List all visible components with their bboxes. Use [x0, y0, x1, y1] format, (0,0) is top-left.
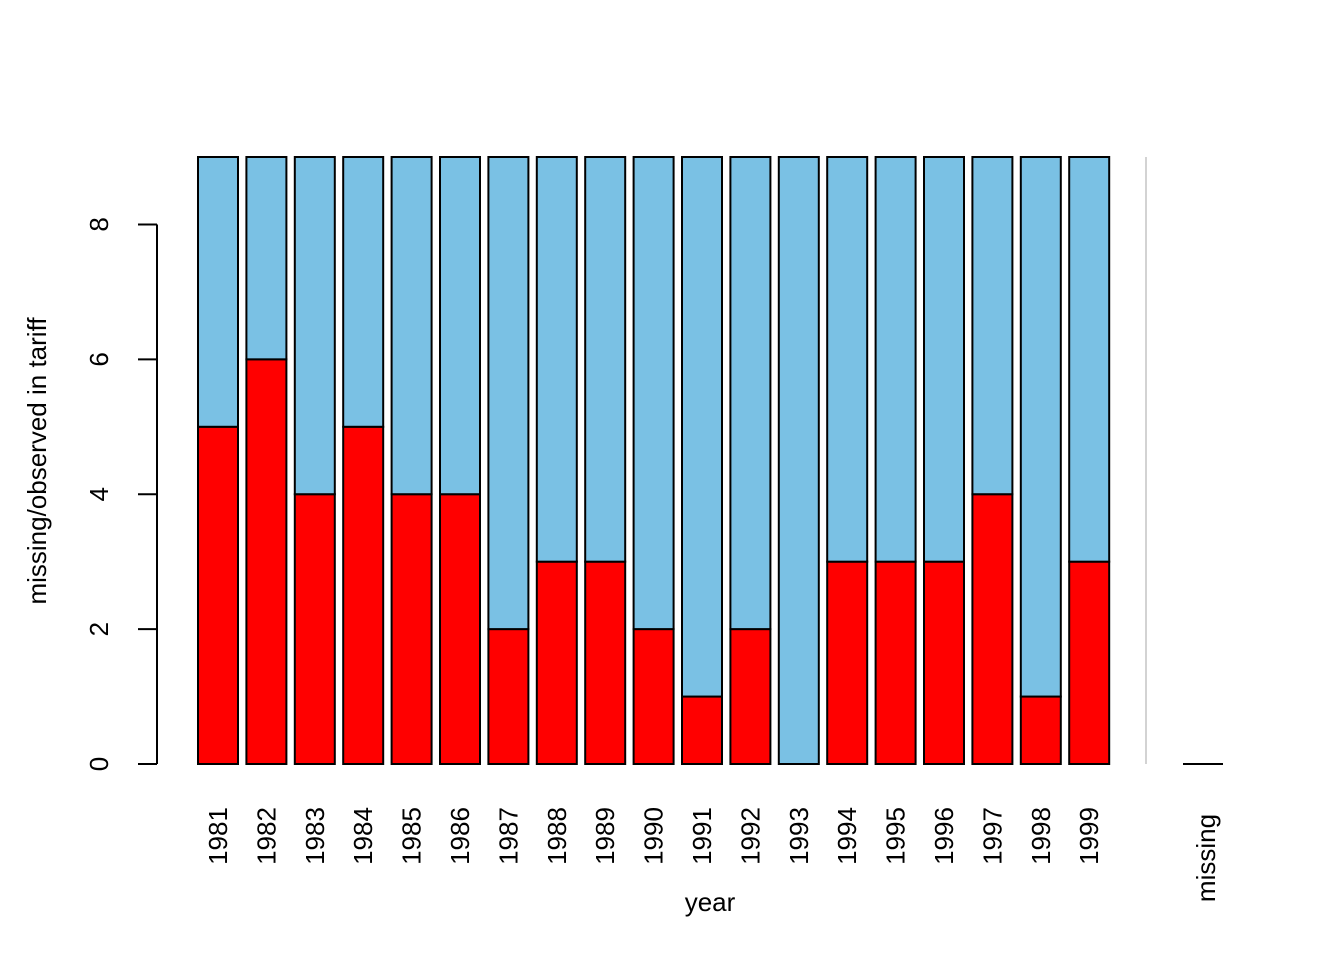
- bar-missing-1990: [632, 628, 675, 765]
- x-tick-label-1986: 1986: [445, 807, 475, 865]
- bar-missing-1987: [487, 628, 530, 765]
- bar-missing-1989: [584, 560, 627, 766]
- bar-missing-1986: [439, 493, 481, 765]
- bar-missing-1981: [197, 425, 239, 765]
- bar-missing-1998: [1019, 695, 1062, 765]
- y-tick-label-6: 6: [84, 352, 114, 366]
- x-tick-label-1984: 1984: [348, 807, 378, 865]
- bar-observed-1993: [777, 156, 820, 765]
- bar-observed-1990: [632, 156, 675, 631]
- bar-missing-1985: [390, 493, 433, 765]
- x-tick-label-1988: 1988: [542, 807, 572, 865]
- y-tick-label-4: 4: [84, 487, 114, 501]
- x-tick-label-1994: 1994: [832, 807, 862, 865]
- bar-missing-1995: [874, 560, 917, 766]
- bar-observed-1983: [293, 156, 336, 496]
- bar-observed-1986: [439, 156, 481, 496]
- x-tick-label-1999: 1999: [1074, 807, 1104, 865]
- x-tick-label-1987: 1987: [493, 807, 523, 865]
- x-tick-label-1985: 1985: [397, 807, 427, 865]
- x-tick-label-1992: 1992: [735, 807, 765, 865]
- bar-observed-1996: [923, 156, 965, 563]
- x-tick-label-1996: 1996: [929, 807, 959, 865]
- bar-missing-1982: [245, 358, 288, 765]
- bar-observed-1999: [1068, 156, 1111, 563]
- bar-observed-1981: [197, 156, 239, 428]
- bar-observed-1995: [874, 156, 917, 563]
- x-tick-label-1990: 1990: [639, 807, 669, 865]
- x-tick-label-1998: 1998: [1026, 807, 1056, 865]
- bar-observed-1982: [245, 156, 288, 361]
- bars-group: [197, 156, 1111, 766]
- x-tick-label-1982: 1982: [251, 807, 281, 865]
- x-tick-label-1991: 1991: [687, 807, 717, 865]
- bar-observed-1984: [342, 156, 385, 428]
- bar-observed-1989: [584, 156, 627, 563]
- y-tick-label-8: 8: [84, 217, 114, 231]
- bar-observed-1992: [729, 156, 772, 631]
- bar-missing-1994: [826, 560, 869, 766]
- bar-missing-1997: [971, 493, 1014, 765]
- bar-observed-1997: [971, 156, 1014, 496]
- bar-observed-1991: [681, 156, 723, 698]
- bar-missing-1983: [293, 493, 336, 765]
- y-axis: 0 2 4 6 8: [84, 217, 158, 771]
- x-tick-label-1989: 1989: [590, 807, 620, 865]
- bar-missing-1999: [1068, 560, 1111, 766]
- x-tick-label-1993: 1993: [784, 807, 814, 865]
- bar-observed-1987: [487, 156, 530, 631]
- x-axis-label: year: [685, 887, 736, 917]
- x-tick-label-1981: 1981: [203, 807, 233, 865]
- bar-observed-1985: [390, 156, 433, 496]
- bar-missing-1984: [342, 425, 385, 765]
- bar-missing-1988: [535, 560, 578, 766]
- x-tick-labels: 1981 1982 1983 1984 1985 1986 1987 1988 1989 1990…: [203, 807, 1104, 865]
- y-tick-label-0: 0: [84, 757, 114, 771]
- bar-observed-1998: [1019, 156, 1062, 698]
- missing-tick-label: missing: [1191, 814, 1221, 902]
- bar-missing-1991: [681, 695, 723, 765]
- x-tick-label-1995: 1995: [881, 807, 911, 865]
- x-tick-label-1983: 1983: [300, 807, 330, 865]
- x-tick-label-1997: 1997: [977, 807, 1007, 865]
- bar-missing-1996: [923, 560, 965, 766]
- bar-observed-1994: [826, 156, 869, 563]
- y-tick-label-2: 2: [84, 622, 114, 636]
- bar-observed-1988: [535, 156, 578, 563]
- y-axis-label: missing/observed in tariff: [22, 317, 52, 605]
- bar-missing-1992: [729, 628, 772, 765]
